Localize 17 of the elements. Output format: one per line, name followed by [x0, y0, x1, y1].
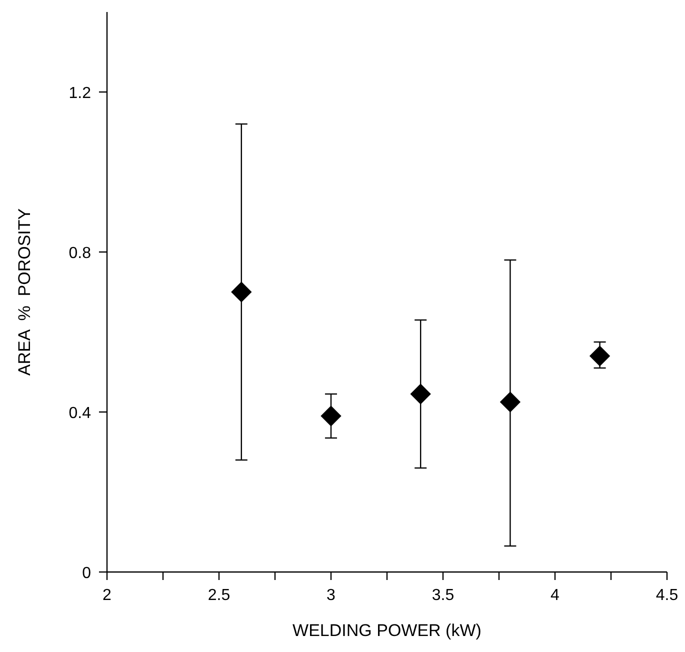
y-tick-label: 1.2 [68, 85, 92, 102]
x-tick-label: 2.5 [208, 587, 230, 604]
x-tick-label: 2 [102, 587, 112, 604]
point [231, 282, 252, 302]
y-tick-label: 0 [82, 565, 92, 582]
point [410, 384, 431, 404]
point [589, 346, 610, 366]
y-tick-label: 0.4 [68, 405, 92, 422]
point [320, 406, 342, 426]
x-tick-label: 3.5 [432, 587, 454, 604]
y-tick-label: 0.8 [68, 245, 92, 262]
point [500, 392, 521, 412]
y-axis-title: AREA % POROSITY [15, 208, 34, 376]
x-tick-label: 3 [326, 587, 336, 604]
x-tick-label: 4 [550, 587, 560, 604]
x-axis-title: WELDING POWER (kW) [292, 621, 482, 640]
x-tick-label: 4.5 [656, 587, 678, 604]
